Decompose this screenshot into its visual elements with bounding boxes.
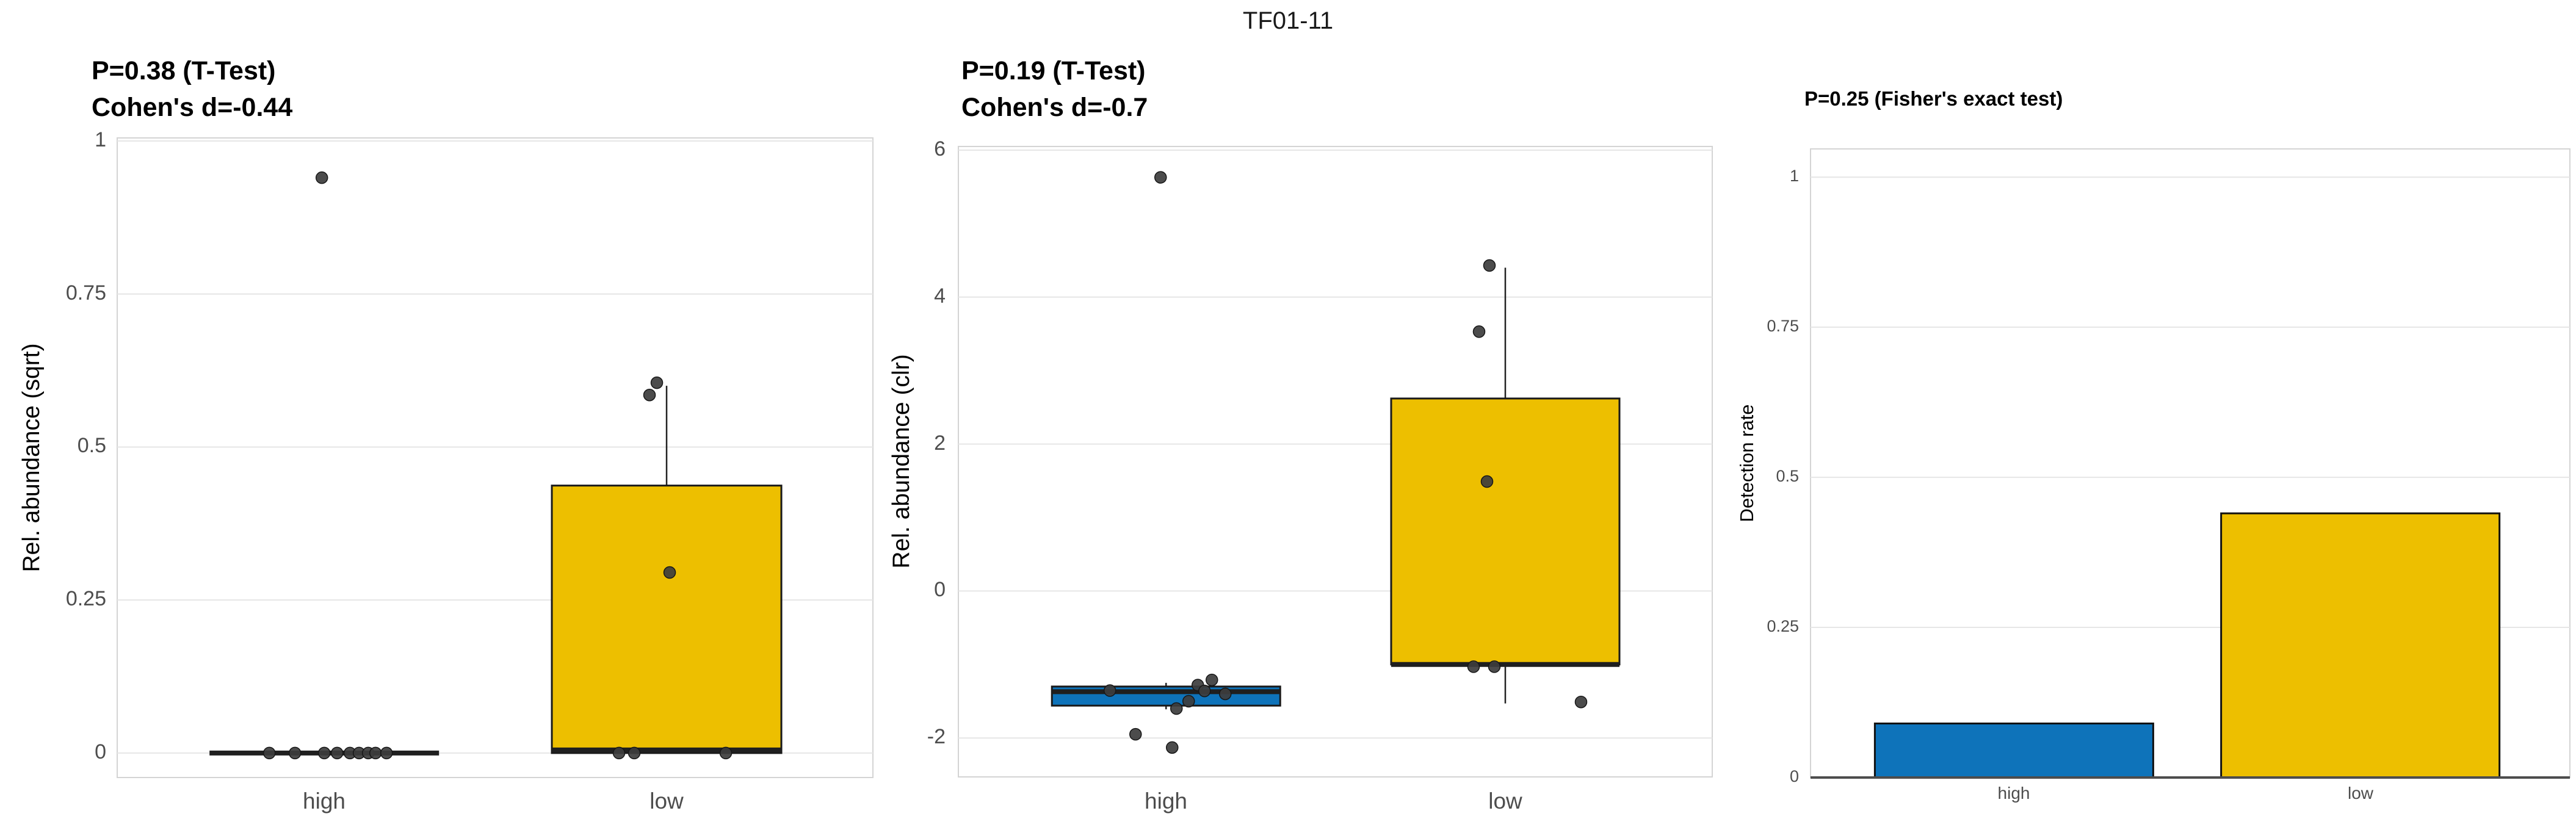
panel1-xtick-label-high: high [303, 789, 346, 814]
panel3-ytick-label: 1 [1789, 167, 1799, 185]
panel2-xtick-label-high: high [1145, 789, 1187, 814]
panel2-ytick-label: -2 [927, 725, 946, 748]
panel2-title: P=0.19 (T-Test) Cohen's d=-0.7 [961, 52, 1148, 126]
panel3-y-axis-label: Detection rate [1736, 404, 1757, 522]
panel2-title-line1: P=0.19 (T-Test) [961, 56, 1146, 85]
panel2-ytick-label: 6 [934, 137, 946, 161]
panel3-xtick-label-high: high [1997, 784, 2030, 803]
panel3-ytick-label: 0 [1789, 767, 1799, 785]
panel1-title: P=0.38 (T-Test) Cohen's d=-0.44 [92, 52, 292, 126]
panel1-ytick-label: 0.25 [65, 587, 106, 610]
panel2-ytick-label: 0 [934, 578, 946, 601]
panel1-title-line2: Cohen's d=-0.44 [92, 93, 293, 122]
panel2-xtick-label-low: low [1488, 789, 1522, 814]
panel1-title-line1: P=0.38 (T-Test) [92, 56, 276, 85]
panel3-xtick-label-low: low [2347, 784, 2373, 803]
figure-title: TF01-11 [1242, 7, 1334, 34]
panel1-ytick-label: 0.5 [77, 434, 106, 457]
panel1-xtick-label-low: low [649, 789, 684, 814]
panel2-ytick-label: 2 [934, 431, 946, 455]
panel2-title-line2: Cohen's d=-0.7 [961, 93, 1148, 122]
panel3-title: P=0.25 (Fisher's exact test) [1804, 85, 2063, 112]
panel3-ytick-label: 0.75 [1767, 317, 1799, 335]
panel3-ytick-label: 0.5 [1776, 467, 1799, 485]
panel1-ytick-label: 1 [95, 128, 106, 151]
panel1-ytick-label: 0.75 [65, 281, 106, 305]
panel2-ytick-label: 4 [934, 284, 946, 308]
panel3-ytick-label: 0.25 [1767, 617, 1799, 635]
panel1-ytick-label: 0 [95, 740, 106, 763]
panel2-y-axis-label: Rel. abundance (clr) [888, 354, 914, 569]
panel1-y-axis-label: Rel. abundance (sqrt) [18, 343, 45, 572]
panel3-title-line1: P=0.25 (Fisher's exact test) [1804, 87, 2063, 110]
